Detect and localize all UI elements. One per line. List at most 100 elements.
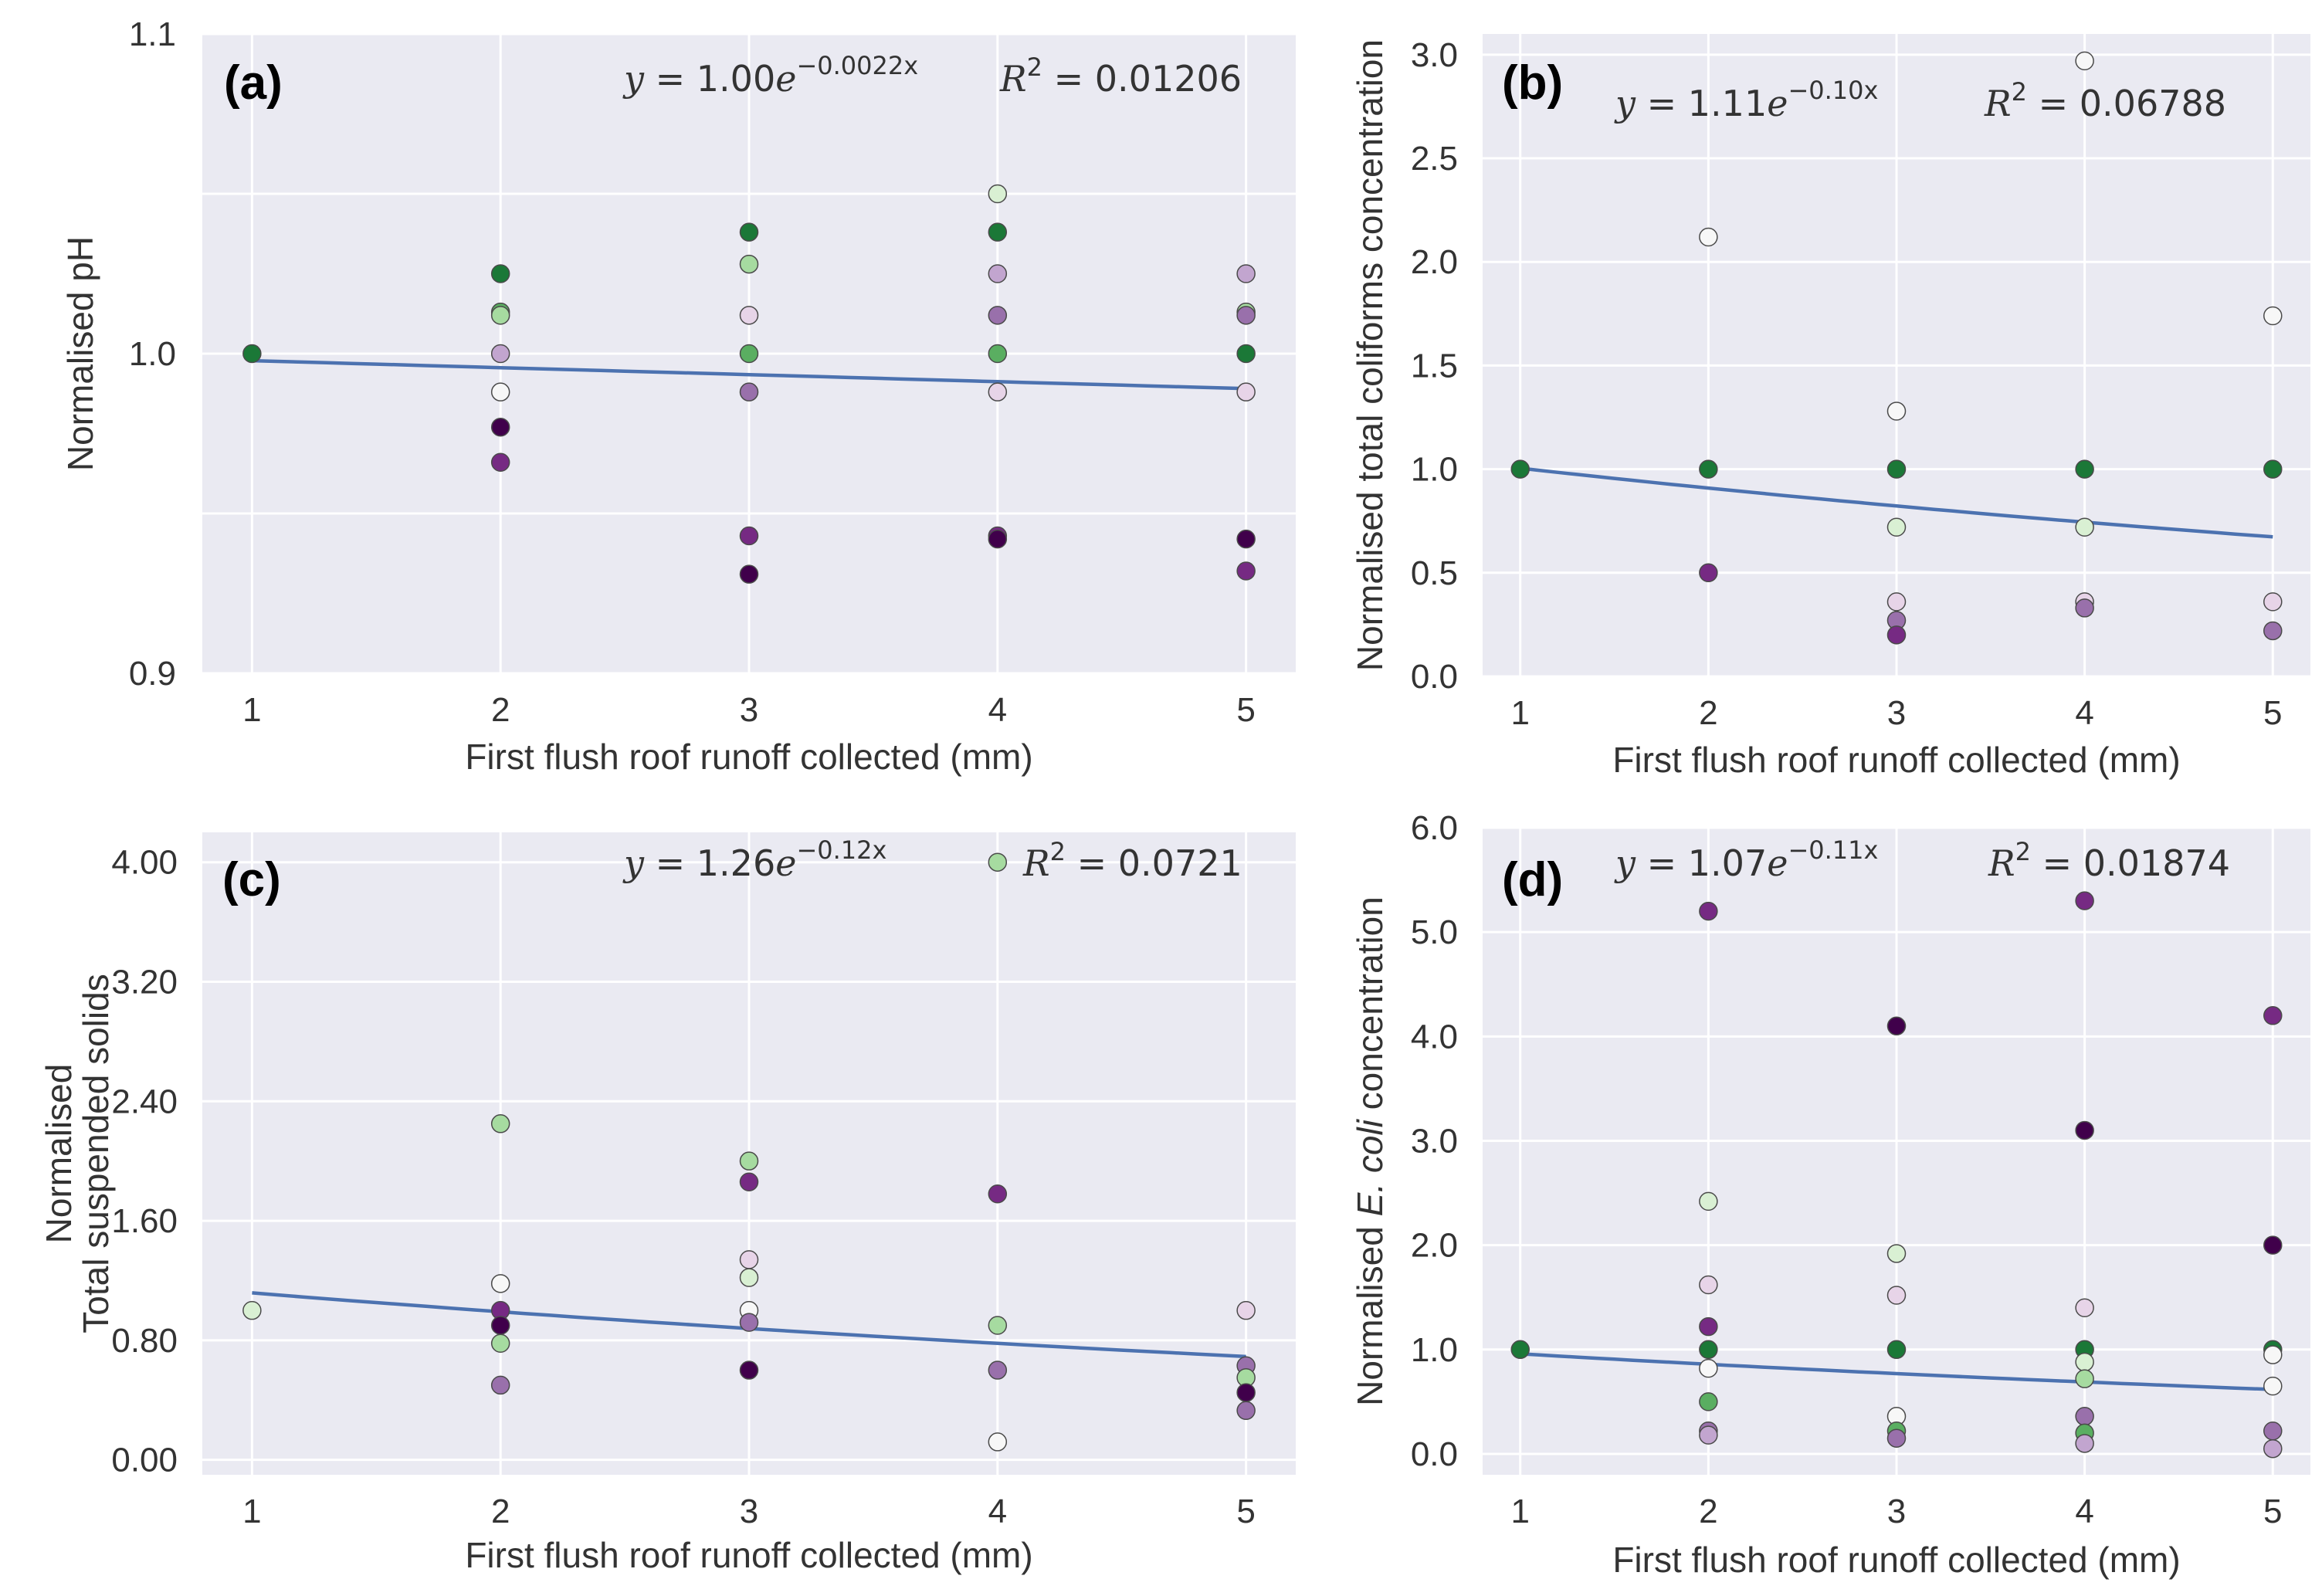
y-tick-label: 1.60 — [111, 1202, 178, 1240]
data-point — [1236, 382, 1256, 402]
data-point — [2075, 1407, 2094, 1426]
data-point — [490, 382, 510, 402]
y-axis-label-italic: E. coli — [1350, 1118, 1390, 1216]
y-tick-label: 3.0 — [1411, 36, 1458, 74]
y-tick-label: 0.0 — [1411, 1435, 1458, 1473]
data-point — [1699, 1191, 1718, 1211]
data-point — [988, 306, 1008, 325]
x-tick-label: 1 — [1510, 1493, 1529, 1530]
panel-c: 1 2 3 4 5 0.00 0.80 1.60 2.40 3.20 4.00 First flush… — [39, 832, 1296, 1575]
data-point — [1236, 344, 1256, 364]
r-squared-symbol: R — [1988, 842, 2015, 884]
y-tick-label: 2.40 — [111, 1083, 178, 1120]
data-point — [2075, 1352, 2094, 1372]
data-point — [1236, 1383, 1256, 1402]
y-tick-label: 1.0 — [1411, 1331, 1458, 1369]
data-point — [739, 1268, 759, 1287]
panel-a: 1 2 3 4 5 0.9 1.0 1.1 First flush roof runoff co… — [60, 15, 1296, 777]
y-axis-label-line2: Total suspended solids — [76, 974, 116, 1333]
x-tick-label: 4 — [2075, 1493, 2093, 1530]
data-point — [1236, 1401, 1256, 1421]
data-point — [490, 306, 510, 325]
y-tick-label: 6.0 — [1411, 809, 1458, 847]
data-point — [490, 1274, 510, 1293]
data-point — [1699, 1316, 1718, 1337]
data-point — [988, 222, 1008, 242]
x-tick-label: 3 — [1887, 694, 1906, 732]
data-point — [739, 1172, 759, 1192]
fit-line — [252, 358, 1246, 391]
y-axis-label: Normalised — [39, 1064, 79, 1244]
scatter-points — [1510, 891, 2283, 1459]
equation-exponent: −0.11x — [1788, 835, 1878, 865]
y-tick-label: 0.9 — [129, 655, 176, 693]
data-point — [739, 1360, 759, 1380]
y-tick-label: 2.0 — [1411, 1227, 1458, 1265]
x-tick-label: 4 — [988, 1493, 1007, 1530]
x-axis-label: First flush roof runoff collected (mm) — [1612, 740, 2180, 780]
y-axis-label: Normalised E. coli concentration — [1350, 896, 1390, 1406]
data-point — [988, 184, 1008, 204]
data-point — [1886, 592, 1907, 612]
data-point — [739, 344, 759, 364]
data-point — [739, 1151, 759, 1171]
x-tick-label: 2 — [1699, 694, 1717, 732]
x-tick-label: 4 — [988, 691, 1007, 729]
equation-y: y — [1614, 83, 1636, 124]
x-tick-label: 1 — [242, 691, 261, 729]
data-point — [988, 1360, 1008, 1380]
data-point — [490, 344, 510, 364]
data-point — [2263, 1345, 2283, 1364]
data-point — [1886, 1016, 1907, 1036]
equation-exponent: −0.0022x — [796, 51, 918, 80]
data-point — [988, 264, 1008, 283]
data-point — [739, 222, 759, 242]
y-tick-label: 0.5 — [1411, 554, 1458, 592]
r-squared-power: 2 — [2015, 837, 2031, 866]
y-tick-label: 0.00 — [111, 1442, 178, 1479]
data-point — [2075, 891, 2094, 910]
data-point — [1886, 1340, 1907, 1360]
r-squared-power: 2 — [1050, 837, 1066, 866]
data-point — [1886, 625, 1907, 645]
r-squared: R2 = 0.01206 — [999, 53, 1242, 100]
data-point — [1510, 459, 1530, 479]
data-point — [739, 382, 759, 402]
x-tick-label: 3 — [740, 691, 758, 729]
x-axis-label: First flush roof runoff collected (mm) — [465, 737, 1032, 777]
fit-line — [1520, 1352, 2273, 1391]
fit-equation: y = 1.00e−0.0022x — [622, 51, 918, 100]
equation-y: y — [622, 58, 645, 100]
data-point — [2075, 1434, 2094, 1453]
x-tick-label: 5 — [2263, 694, 2282, 732]
y-tick-label: 5.0 — [1411, 913, 1458, 951]
equation-base: e — [775, 842, 796, 884]
data-point — [490, 452, 510, 473]
r-squared-symbol: R — [1022, 842, 1050, 884]
panel-d: 1 2 3 4 5 0.0 1.0 2.0 3.0 4.0 5.0 6.0 First flush ro… — [1350, 809, 2310, 1580]
y-tick-label: 3.20 — [111, 963, 178, 1001]
y-tick-label: 4.00 — [111, 844, 178, 882]
equation-exponent: −0.12x — [796, 835, 886, 865]
data-point — [739, 1313, 759, 1332]
scatter-points — [242, 184, 1256, 584]
x-tick-label: 5 — [1236, 691, 1255, 729]
data-point — [490, 417, 510, 437]
x-tick-label: 2 — [491, 691, 510, 729]
data-point — [739, 564, 759, 584]
y-tick-label: 1.0 — [129, 335, 176, 373]
data-point — [2263, 1438, 2283, 1459]
r-squared-power: 2 — [1027, 53, 1042, 82]
data-point — [988, 529, 1008, 549]
data-point — [2075, 51, 2094, 71]
data-point — [2263, 459, 2283, 479]
y-tick-label: 0.0 — [1411, 658, 1458, 696]
x-tick-label: 1 — [1510, 694, 1529, 732]
y-tick-label: 4.0 — [1411, 1018, 1458, 1056]
equation-coefficient: = 1.07 — [1636, 842, 1767, 884]
data-point — [1699, 1392, 1718, 1411]
x-axis-label: First flush roof runoff collected (mm) — [465, 1535, 1032, 1575]
equation-y: y — [1614, 842, 1636, 884]
data-point — [1886, 1286, 1907, 1305]
data-point — [988, 382, 1008, 402]
